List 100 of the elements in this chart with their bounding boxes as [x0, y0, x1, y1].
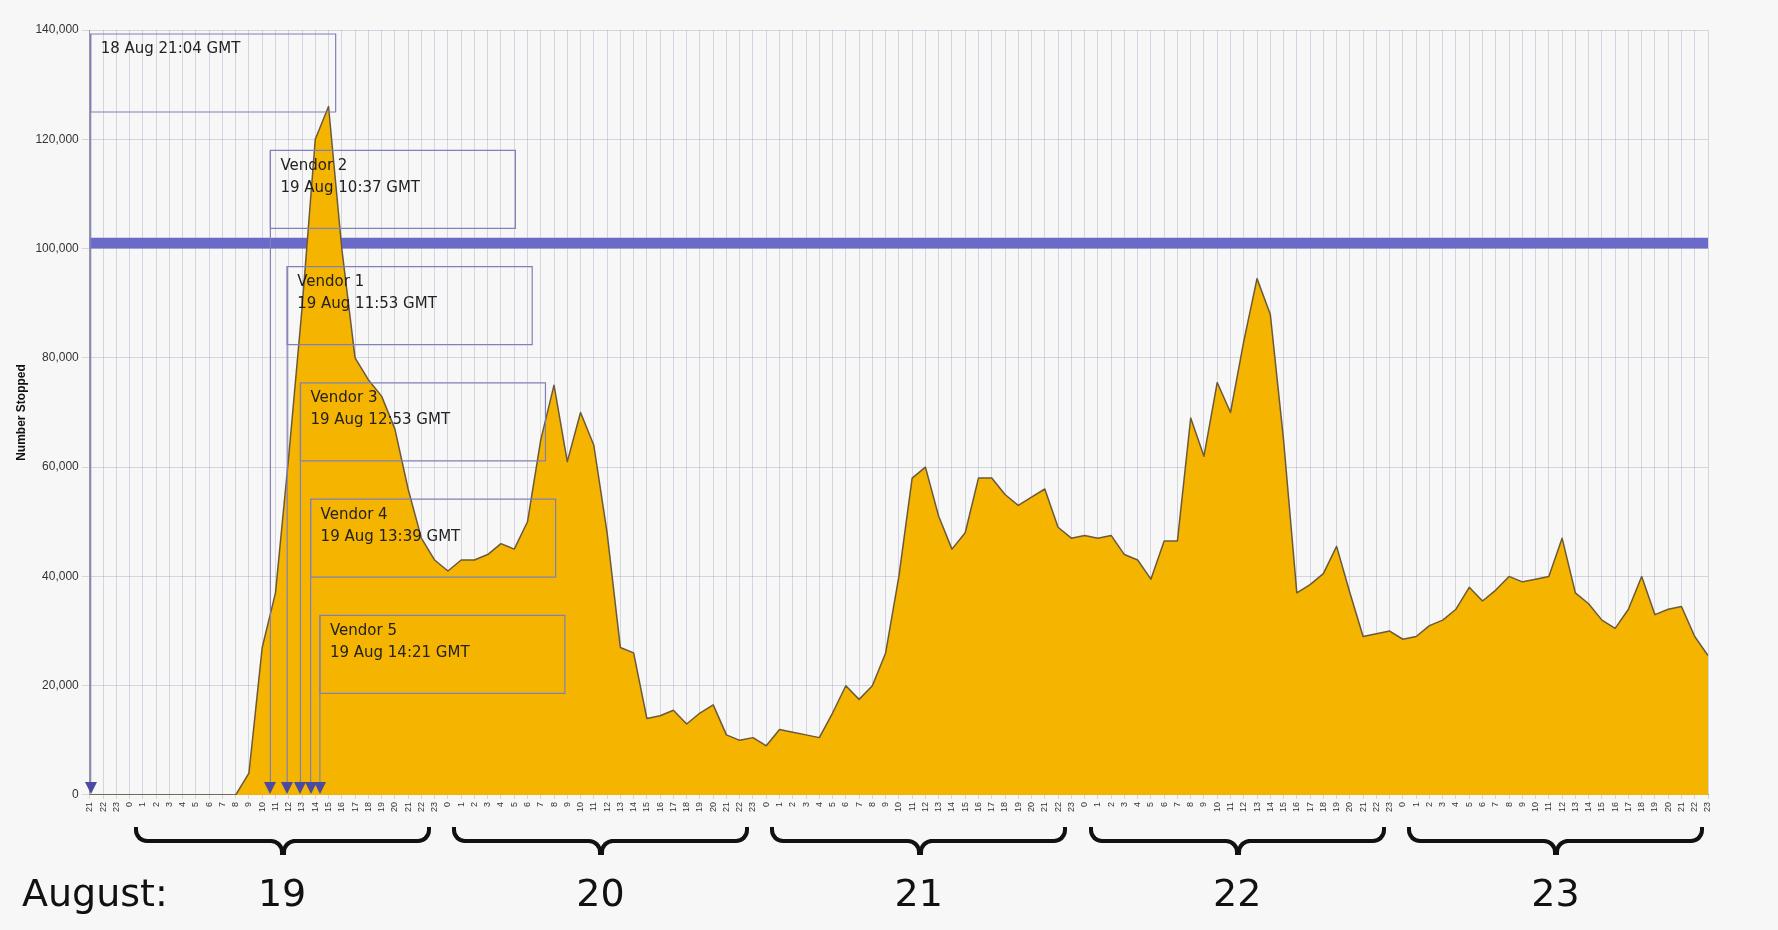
ref-line-label: Vendor 4 19 Aug 13:39 GMT	[320, 504, 462, 545]
x-tick-label: 1	[774, 801, 784, 807]
x-tick-label: 22	[1052, 801, 1063, 812]
x-tick-label: 17	[349, 801, 360, 812]
x-tick-label: 21	[1039, 801, 1050, 812]
text: 22	[1212, 870, 1262, 915]
x-tick-label: 10	[1530, 801, 1541, 812]
x-tick-label: 6	[1158, 801, 1169, 807]
x-tick-label: 4	[1450, 801, 1461, 807]
x-tick-label: 13	[614, 801, 625, 812]
x-tick-label: 1	[1410, 801, 1421, 807]
x-tick-label: 22	[415, 801, 426, 812]
x-tick-label: 9	[561, 801, 572, 807]
x-tick-label: 2	[787, 801, 798, 807]
x-tick-label: 22	[97, 801, 108, 812]
x-tick-label: 15	[641, 801, 652, 812]
x-tick-label: 17	[1622, 801, 1633, 812]
x-tick-label: 6	[1476, 801, 1487, 807]
x-tick-label: 15	[323, 801, 334, 812]
x-tick-label: 17	[1304, 801, 1315, 812]
x-tick-label: 7	[535, 801, 546, 807]
x-tick-label: 19	[376, 801, 387, 812]
x-tick-label: 12	[1238, 801, 1249, 812]
x-tick-label: 3	[482, 801, 493, 807]
x-tick-label: 19	[1649, 801, 1660, 812]
y-tick-label: 80,000	[42, 350, 80, 365]
x-tick-label: 15	[1278, 801, 1289, 812]
x-tick-label: 17	[667, 801, 678, 812]
x-tick-label: 18	[1636, 801, 1647, 812]
x-tick-label: 6	[203, 801, 214, 807]
x-tick-label: 5	[190, 801, 201, 807]
x-tick-label: 5	[508, 801, 519, 807]
ref-line-label: Vendor 5 19 Aug 14:21 GMT	[329, 620, 471, 661]
x-tick-label: 18	[999, 801, 1010, 812]
x-tick-label: 4	[1132, 801, 1143, 807]
x-tick-label: 7	[853, 801, 864, 807]
x-tick-label: 23	[1702, 801, 1713, 812]
text: 19	[257, 870, 307, 915]
y-tick-label: 100,000	[35, 240, 80, 255]
x-tick-label: 13	[296, 801, 307, 812]
text: 20	[576, 870, 625, 915]
x-tick-label: 8	[548, 801, 559, 807]
x-tick-label: 14	[628, 801, 639, 812]
y-axis-title: Number Stopped	[13, 364, 28, 461]
x-tick-label: 0	[1397, 801, 1408, 807]
x-tick-label: 7	[1490, 801, 1501, 807]
x-tick-label: 11	[906, 801, 917, 812]
x-tick-label: 8	[866, 801, 877, 807]
x-tick-label: 10	[575, 801, 586, 812]
x-tick-label: 22	[1689, 801, 1700, 812]
x-tick-label: 3	[1118, 801, 1129, 807]
x-tick-label: 1	[1092, 801, 1103, 807]
x-tick-label: 2	[150, 801, 161, 807]
x-tick-label: 14	[1264, 801, 1275, 812]
x-tick-label: 13	[933, 801, 944, 812]
x-tick-label: 19	[1012, 801, 1023, 812]
x-tick-label: 21	[402, 801, 413, 812]
y-tick-label: 40,000	[42, 568, 80, 583]
x-tick-label: 3	[800, 801, 811, 807]
x-tick-label: 16	[972, 801, 983, 812]
x-tick-label: 3	[163, 801, 174, 807]
text: August:	[22, 870, 168, 915]
x-tick-label: 16	[1291, 801, 1302, 812]
x-tick-label: 12	[283, 801, 294, 812]
x-tick-label: 3	[1437, 801, 1448, 807]
x-tick-label: 15	[959, 801, 970, 812]
x-tick-label: 12	[1556, 801, 1567, 812]
ref-line-label: 18 Aug 21:04 GMT	[100, 39, 242, 58]
x-tick-label: 11	[1224, 801, 1235, 812]
x-tick-label: 9	[243, 801, 254, 807]
x-tick-label: 6	[521, 801, 532, 807]
x-tick-label: 4	[495, 801, 506, 807]
x-tick-label: 20	[389, 801, 400, 812]
x-tick-label: 9	[1198, 801, 1209, 807]
x-tick-label: 10	[893, 801, 904, 812]
x-tick-label: 23	[747, 801, 758, 812]
y-tick-label: 20,000	[42, 678, 80, 693]
x-tick-label: 11	[269, 801, 280, 812]
y-tick-label: 140,000	[35, 22, 80, 37]
x-tick-label: 18	[681, 801, 692, 812]
x-tick-label: 6	[840, 801, 851, 807]
x-tick-label: 10	[256, 801, 267, 812]
x-tick-label: 19	[694, 801, 705, 812]
x-tick-label: 23	[110, 801, 121, 812]
x-tick-label: 7	[216, 801, 227, 807]
x-tick-label: 4	[177, 801, 188, 807]
x-tick-label: 19	[1331, 801, 1342, 812]
x-tick-label: 5	[1145, 801, 1156, 807]
x-tick-label: 22	[734, 801, 745, 812]
x-tick-label: 15	[1596, 801, 1607, 812]
x-tick-label: 10	[1211, 801, 1222, 812]
x-tick-label: 21	[84, 801, 95, 812]
x-tick-label: 13	[1569, 801, 1580, 812]
x-tick-label: 16	[336, 801, 347, 812]
x-tick-label: 14	[309, 801, 320, 812]
x-tick-label: 17	[986, 801, 997, 812]
x-tick-label: 1	[455, 801, 466, 807]
y-tick-label: 120,000	[35, 131, 80, 146]
x-tick-label: 12	[919, 801, 930, 812]
x-tick-label: 21	[1675, 801, 1686, 812]
